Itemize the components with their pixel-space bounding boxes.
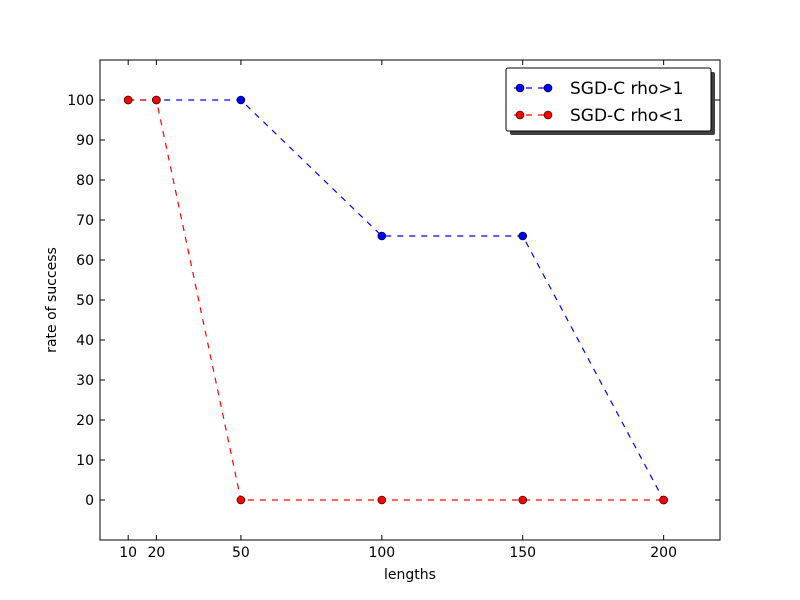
x-axis-ticks: 10 20 50 100 150 200 (119, 60, 677, 561)
data-point (123, 95, 133, 105)
data-point (659, 495, 668, 505)
legend-marker (515, 110, 525, 120)
x-tick-label: 10 (119, 545, 137, 561)
series-line-0 (128, 99, 665, 501)
legend-entry-0: SGD-C rho>1 (514, 79, 683, 99)
x-tick-label: 150 (509, 545, 536, 561)
y-tick-label: 70 (76, 213, 94, 229)
x-tick-label: 200 (650, 545, 677, 561)
series-0 (123, 95, 668, 505)
x-axis-label: lengths (384, 567, 436, 583)
series-layer (123, 95, 668, 505)
data-point (236, 495, 246, 505)
x-tick-label: 100 (368, 545, 395, 561)
y-tick-label: 80 (76, 173, 94, 189)
legend-marker (543, 83, 553, 93)
legend-box (505, 67, 712, 132)
series-line-1 (128, 99, 664, 501)
y-axis-label: rate of success (44, 247, 60, 353)
data-point (518, 231, 528, 241)
data-point (377, 495, 387, 505)
data-point (377, 231, 387, 241)
y-tick-label: 20 (76, 413, 94, 429)
y-tick-label: 90 (76, 133, 94, 149)
legend-label: SGD-C rho<1 (570, 106, 683, 126)
legend: SGD-C rho>1 SGD-C rho<1 (505, 67, 715, 135)
y-tick-label: 0 (85, 493, 94, 509)
y-tick-label: 100 (67, 93, 94, 109)
legend-label: SGD-C rho>1 (570, 79, 683, 99)
legend-marker (515, 83, 525, 93)
y-tick-label: 10 (76, 453, 94, 469)
legend-entries: SGD-C rho>1 SGD-C rho<1 (514, 79, 683, 126)
y-tick-label: 40 (76, 333, 94, 349)
y-tick-label: 60 (76, 253, 94, 269)
series-1 (123, 95, 668, 505)
x-tick-label: 50 (232, 545, 250, 561)
y-axis-ticks: 0 10 20 30 40 50 60 70 80 90 100 (67, 93, 720, 509)
legend-marker (543, 110, 553, 120)
legend-entry-1: SGD-C rho<1 (514, 106, 683, 126)
y-tick-label: 50 (76, 293, 94, 309)
x-tick-label: 20 (147, 545, 165, 561)
y-tick-label: 30 (76, 373, 94, 389)
data-point (518, 495, 528, 505)
data-point (236, 95, 246, 105)
data-point (152, 95, 161, 105)
